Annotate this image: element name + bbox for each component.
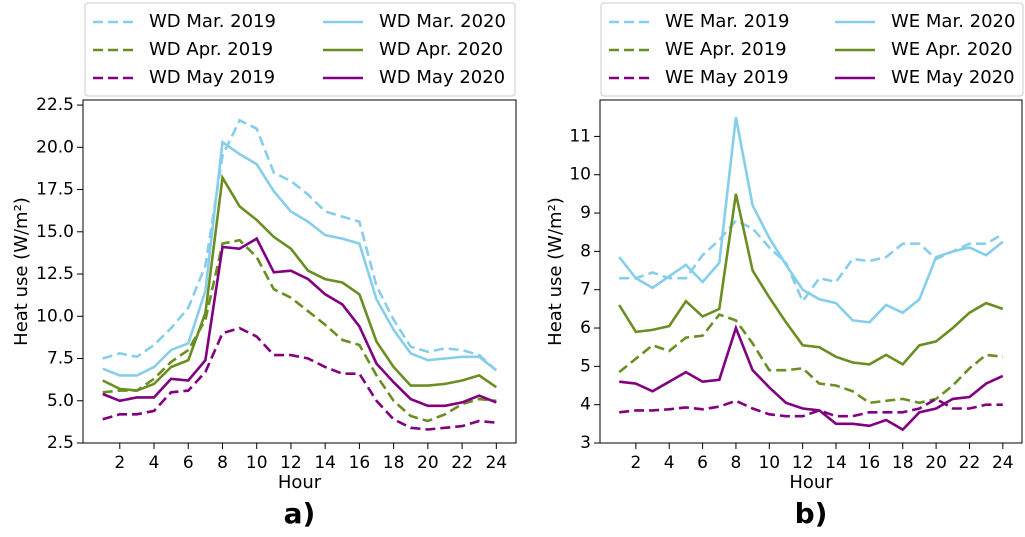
y-tick-label: 5 [580, 356, 591, 376]
x-tick-label: 18 [383, 453, 405, 473]
y-tick-label: 11 [569, 126, 591, 146]
y-axis-label: Heat use (W/m²) [545, 197, 566, 346]
legend-label: WD Mar. 2019 [149, 11, 276, 32]
series-line [619, 397, 1003, 418]
x-tick-label: 8 [217, 453, 228, 473]
x-axis-label: Hour [278, 472, 322, 493]
x-tick-label: 6 [697, 453, 708, 473]
legend-label: WE May 2020 [891, 67, 1015, 88]
legend-label: WE Mar. 2019 [665, 11, 789, 32]
x-tick-label: 24 [992, 453, 1014, 473]
plot-frame [599, 99, 1023, 444]
y-tick-label: 20.0 [36, 137, 74, 157]
y-tick-label: 2.5 [47, 433, 74, 453]
series-line [102, 326, 497, 431]
series-line [618, 313, 1003, 405]
x-tick-label: 18 [892, 453, 914, 473]
legend-label: WD May 2019 [149, 67, 275, 88]
series-line [102, 139, 498, 377]
legend-label: WE Mar. 2020 [891, 11, 1015, 32]
series-line [102, 118, 498, 372]
series-line [619, 324, 1004, 432]
x-tick-label: 14 [314, 453, 336, 473]
subplot: 2.55.07.510.012.515.017.520.022.52 4 6 8 10 1… [11, 2, 517, 530]
y-tick-label: 3 [580, 433, 591, 453]
x-tick-label: 20 [417, 453, 439, 473]
x-tick-label: 22 [451, 453, 473, 473]
subplot-caption: b) [795, 497, 828, 530]
y-tick-label: 10.0 [36, 306, 74, 326]
series-line [619, 219, 1004, 304]
y-tick-label: 12.5 [36, 264, 74, 284]
legend-label: WE Apr. 2019 [665, 39, 787, 60]
x-tick-label: 2 [114, 453, 125, 473]
x-tick-label: 20 [925, 453, 947, 473]
legend: WE Mar. 2019 WE Apr. 2019 WE May 2019 WE Ma… [600, 2, 1024, 97]
legend-label: WD Mar. 2020 [379, 11, 506, 32]
x-tick-label: 22 [959, 453, 981, 473]
x-tick-label: 12 [792, 453, 814, 473]
y-tick-label: 17.5 [36, 180, 74, 200]
y-tick-label: 8 [580, 241, 591, 261]
x-tick-label: 24 [485, 453, 507, 473]
x-axis-label: Hour [789, 472, 833, 493]
y-axis-label: Heat use (W/m²) [11, 197, 32, 346]
y-tick-label: 4 [580, 395, 591, 415]
x-tick-label: 8 [731, 453, 742, 473]
y-tick-label: 22.5 [36, 95, 74, 115]
legend-box [84, 2, 516, 97]
legend-label: WD May 2020 [379, 67, 505, 88]
series-line [102, 236, 497, 408]
legend: WD Mar. 2019 WD Apr. 2019 WD May 2019 WD Ma… [84, 2, 516, 97]
plot-frame [82, 99, 517, 444]
y-tick-label: 10 [569, 165, 591, 185]
y-tick-label: 6 [580, 318, 591, 338]
y-tick-label: 5.0 [47, 391, 74, 411]
x-tick-label: 16 [349, 453, 371, 473]
x-tick-label: 4 [149, 453, 160, 473]
series-line [102, 238, 497, 423]
series-line [618, 116, 1004, 324]
y-tick-label: 15.0 [36, 222, 74, 242]
x-tick-label: 12 [280, 453, 302, 473]
x-tick-label: 2 [630, 453, 641, 473]
legend-label: WD Apr. 2020 [379, 39, 503, 60]
legend-box [600, 2, 1024, 97]
legend-label: WD Apr. 2019 [149, 39, 273, 60]
legend-label: WE Apr. 2020 [891, 39, 1013, 60]
x-tick-label: 10 [758, 453, 780, 473]
x-tick-label: 4 [664, 453, 675, 473]
subplot-caption: a) [284, 497, 316, 530]
x-tick-label: 6 [183, 453, 194, 473]
x-tick-label: 14 [825, 453, 847, 473]
legend-label: WE May 2019 [665, 67, 789, 88]
x-tick-label: 16 [859, 453, 881, 473]
x-tick-label: 10 [246, 453, 268, 473]
y-tick-label: 7.5 [47, 349, 74, 369]
y-tick-label: 7 [580, 280, 591, 300]
y-tick-label: 9 [580, 203, 591, 223]
series-line [102, 173, 498, 392]
series-line [618, 193, 1004, 367]
